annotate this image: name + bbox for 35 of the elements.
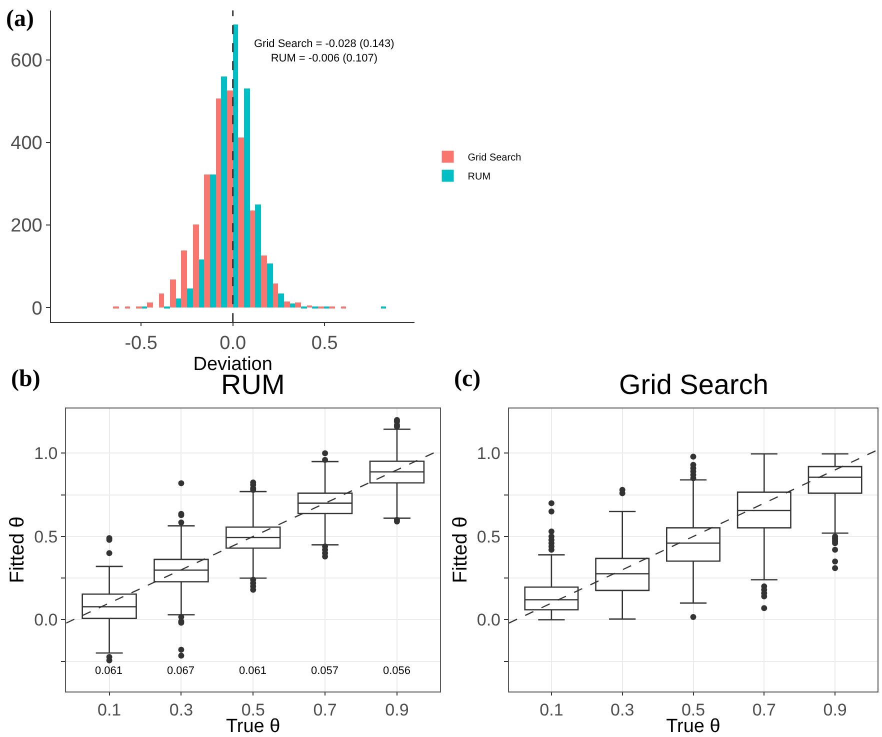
x-tick-label: -0.5 (124, 332, 158, 354)
y-tick-label: 400 (10, 133, 42, 154)
y-tick-label: 0.0 (476, 610, 501, 630)
x-tick-label: 0.0 (220, 332, 246, 354)
legend-label: RUM (468, 172, 491, 183)
annotation: 0.056 (383, 665, 411, 677)
text: (a) (6, 6, 34, 32)
y-tick-label: 0.0 (34, 610, 58, 630)
text: (b) (11, 366, 40, 392)
x-tick-label: 0.5 (311, 332, 338, 354)
annotation: 0.061 (95, 665, 123, 677)
y-tick-label: 1.0 (476, 444, 501, 464)
x-tick-label: 0.7 (313, 700, 337, 720)
x-tick-label: 0.3 (169, 700, 194, 720)
y-tick-label: 0.5 (34, 527, 58, 546)
x-tick-label: 0.3 (610, 700, 634, 720)
y-tick-label: 200 (10, 216, 42, 237)
x-tick-label: 0.9 (823, 700, 847, 720)
y-axis-title: Fitted θ (6, 516, 29, 584)
annotation: 0.067 (167, 665, 195, 677)
text: (c) (454, 366, 481, 392)
annotation: 0.057 (311, 665, 339, 677)
x-tick-label: 0.1 (540, 700, 564, 720)
chart-title: Grid Search (619, 369, 768, 400)
x-tick-label: 0.9 (385, 700, 409, 720)
x-tick-label: 0.7 (752, 700, 776, 720)
y-tick-label: 0.5 (476, 527, 501, 546)
y-tick-label: 0 (32, 298, 42, 320)
annotation: 0.061 (239, 665, 267, 677)
y-tick-label: 600 (10, 50, 42, 72)
legend-label: Grid Search (468, 152, 522, 164)
y-axis-title: Fitted θ (449, 516, 472, 584)
annotation: Grid Search = -0.028 (0.143) RUM = -0.006 (0.107) (254, 38, 394, 64)
y-tick-label: 1.0 (34, 444, 58, 464)
x-tick-label: 0.1 (97, 700, 122, 720)
